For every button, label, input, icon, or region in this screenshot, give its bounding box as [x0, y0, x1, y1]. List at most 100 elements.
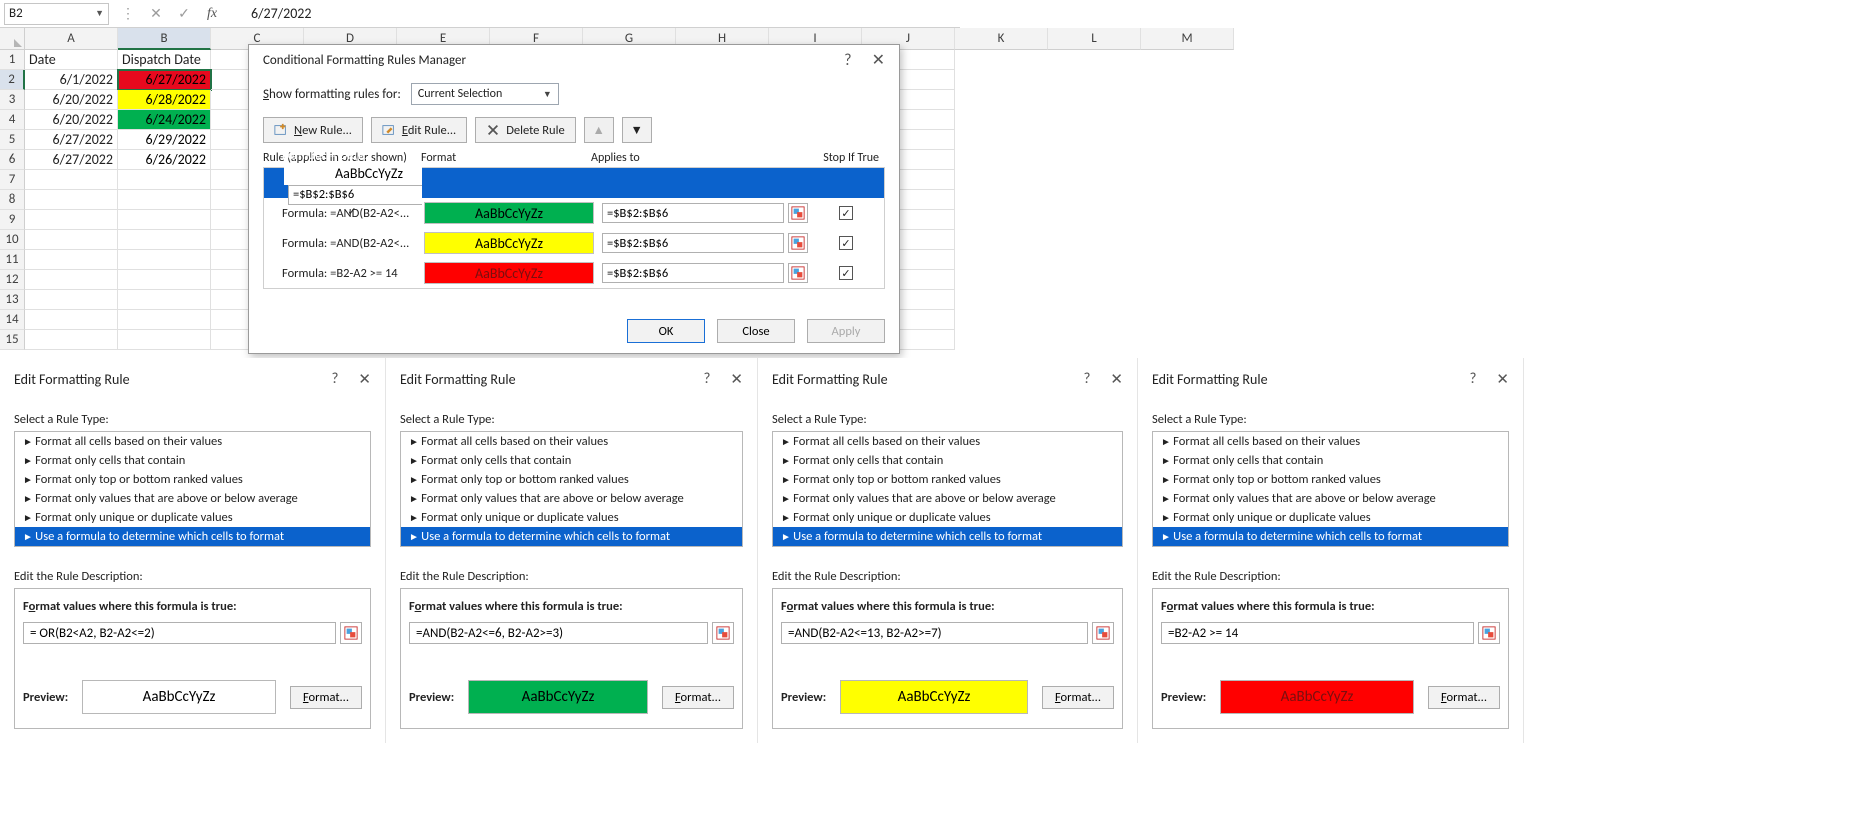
cell[interactable]: 6/24/2022	[118, 110, 211, 130]
close-button[interactable]: Close	[717, 319, 795, 343]
range-picker-icon[interactable]	[1478, 622, 1500, 644]
move-down-button[interactable]: ▼	[622, 117, 652, 143]
stop-if-true-checkbox[interactable]: ✓	[839, 236, 853, 250]
close-icon[interactable]: ✕	[872, 50, 885, 70]
formula-value[interactable]: 6/27/2022	[251, 5, 311, 22]
rule-type-item[interactable]: Format only values that are above or bel…	[773, 489, 1122, 508]
rule-type-item[interactable]: Use a formula to determine which cells t…	[15, 527, 370, 546]
cell[interactable]	[25, 230, 118, 250]
row-header-5[interactable]: 5	[0, 130, 25, 150]
cancel-icon[interactable]: ✕	[147, 5, 165, 23]
rule-type-item[interactable]: Use a formula to determine which cells t…	[1153, 527, 1508, 546]
help-icon[interactable]: ?	[1469, 370, 1476, 388]
close-icon[interactable]: ✕	[730, 370, 743, 389]
close-icon[interactable]: ✕	[358, 370, 371, 389]
range-picker-icon[interactable]	[1092, 622, 1114, 644]
row-header-11[interactable]: 11	[0, 250, 25, 270]
name-box[interactable]: B2 ▼	[4, 3, 109, 25]
new-rule-button[interactable]: New Rule...	[263, 117, 363, 143]
close-icon[interactable]: ✕	[1110, 370, 1123, 389]
rule-type-item[interactable]: Format only top or bottom ranked values	[401, 470, 742, 489]
stop-if-true-checkbox[interactable]: ✓	[839, 206, 853, 220]
applies-to-input[interactable]	[602, 203, 784, 223]
rule-type-item[interactable]: Format all cells based on their values	[773, 432, 1122, 451]
row-header-9[interactable]: 9	[0, 210, 25, 230]
cell[interactable]	[25, 190, 118, 210]
delete-rule-button[interactable]: Delete Rule	[475, 117, 575, 143]
col-header-A[interactable]: A	[25, 28, 118, 50]
rule-type-item[interactable]: Format all cells based on their values	[401, 432, 742, 451]
cell[interactable]	[118, 210, 211, 230]
row-header-15[interactable]: 15	[0, 330, 25, 350]
rule-type-item[interactable]: Format only unique or duplicate values	[401, 508, 742, 527]
cell[interactable]	[118, 230, 211, 250]
show-rules-dropdown[interactable]: Current Selection ▼	[411, 83, 559, 105]
cell[interactable]: 6/20/2022	[25, 90, 118, 110]
cell[interactable]	[118, 250, 211, 270]
rule-type-item[interactable]: Format all cells based on their values	[1153, 432, 1508, 451]
cell[interactable]	[118, 190, 211, 210]
check-icon[interactable]: ✓	[175, 5, 193, 23]
formula-input[interactable]	[1161, 622, 1474, 644]
rule-type-item[interactable]: Format only unique or duplicate values	[15, 508, 370, 527]
applies-to-input[interactable]	[602, 233, 784, 253]
rule-type-item[interactable]: Format only top or bottom ranked values	[1153, 470, 1508, 489]
cell[interactable]	[25, 250, 118, 270]
range-picker-icon[interactable]	[712, 622, 734, 644]
cell[interactable]: 6/1/2022	[25, 70, 118, 90]
formula-input[interactable]	[781, 622, 1088, 644]
cell[interactable]	[118, 170, 211, 190]
cell[interactable]: Dispatch Date	[118, 50, 211, 70]
range-picker-icon[interactable]	[788, 233, 808, 253]
col-header-M[interactable]: M	[1141, 28, 1234, 50]
format-button[interactable]: Format...	[662, 686, 734, 709]
range-picker-icon[interactable]	[340, 622, 362, 644]
row-header-12[interactable]: 12	[0, 270, 25, 290]
rule-type-item[interactable]: Format only cells that contain	[401, 451, 742, 470]
rule-type-item[interactable]: Format only unique or duplicate values	[1153, 508, 1508, 527]
cell[interactable]	[25, 210, 118, 230]
range-picker-icon[interactable]	[788, 203, 808, 223]
cell[interactable]: 6/29/2022	[118, 130, 211, 150]
help-icon[interactable]: ?	[331, 370, 338, 388]
cell[interactable]	[118, 270, 211, 290]
row-header-1[interactable]: 1	[0, 50, 25, 70]
stop-if-true-checkbox[interactable]: ✓	[839, 266, 853, 280]
rule-type-item[interactable]: Use a formula to determine which cells t…	[773, 527, 1122, 546]
cell[interactable]	[25, 310, 118, 330]
formula-input[interactable]	[409, 622, 708, 644]
rule-type-item[interactable]: Format all cells based on their values	[15, 432, 370, 451]
rule-type-item[interactable]: Format only cells that contain	[1153, 451, 1508, 470]
rule-type-item[interactable]: Format only unique or duplicate values	[773, 508, 1122, 527]
cell[interactable]: 6/26/2022	[118, 150, 211, 170]
formula-input[interactable]	[23, 622, 336, 644]
format-button[interactable]: Format...	[1428, 686, 1500, 709]
cell[interactable]: 6/27/2022	[25, 150, 118, 170]
cell[interactable]: 6/28/2022	[118, 90, 211, 110]
applies-to-input[interactable]	[602, 263, 784, 283]
rule-type-item[interactable]: Format only top or bottom ranked values	[15, 470, 370, 489]
help-icon[interactable]: ?	[703, 370, 710, 388]
rule-type-item[interactable]: Format only values that are above or bel…	[1153, 489, 1508, 508]
rule-row[interactable]: Formula: =AND(B2-A2<...AaBbCcYyZz✓	[264, 228, 884, 258]
apply-button[interactable]: Apply	[807, 319, 885, 343]
row-header-14[interactable]: 14	[0, 310, 25, 330]
row-header-3[interactable]: 3	[0, 90, 25, 110]
applies-to-input[interactable]	[288, 185, 422, 205]
rule-type-item[interactable]: Format only cells that contain	[15, 451, 370, 470]
row-header-13[interactable]: 13	[0, 290, 25, 310]
rule-type-item[interactable]: Format only top or bottom ranked values	[773, 470, 1122, 489]
ok-button[interactable]: OK	[627, 319, 705, 343]
rule-type-item[interactable]: Use a formula to determine which cells t…	[401, 527, 742, 546]
cell[interactable]	[25, 330, 118, 350]
close-icon[interactable]: ✕	[1496, 370, 1509, 389]
rule-type-item[interactable]: Format only cells that contain	[773, 451, 1122, 470]
cell[interactable]: 6/27/2022	[25, 130, 118, 150]
row-header-8[interactable]: 8	[0, 190, 25, 210]
format-button[interactable]: Format...	[1042, 686, 1114, 709]
rule-row[interactable]: Formula: = OR(B2AaBbCcYyZz✓	[264, 168, 884, 198]
cell[interactable]: 6/20/2022	[25, 110, 118, 130]
help-icon[interactable]: ?	[1083, 370, 1090, 388]
cell[interactable]	[118, 290, 211, 310]
cell[interactable]	[25, 290, 118, 310]
